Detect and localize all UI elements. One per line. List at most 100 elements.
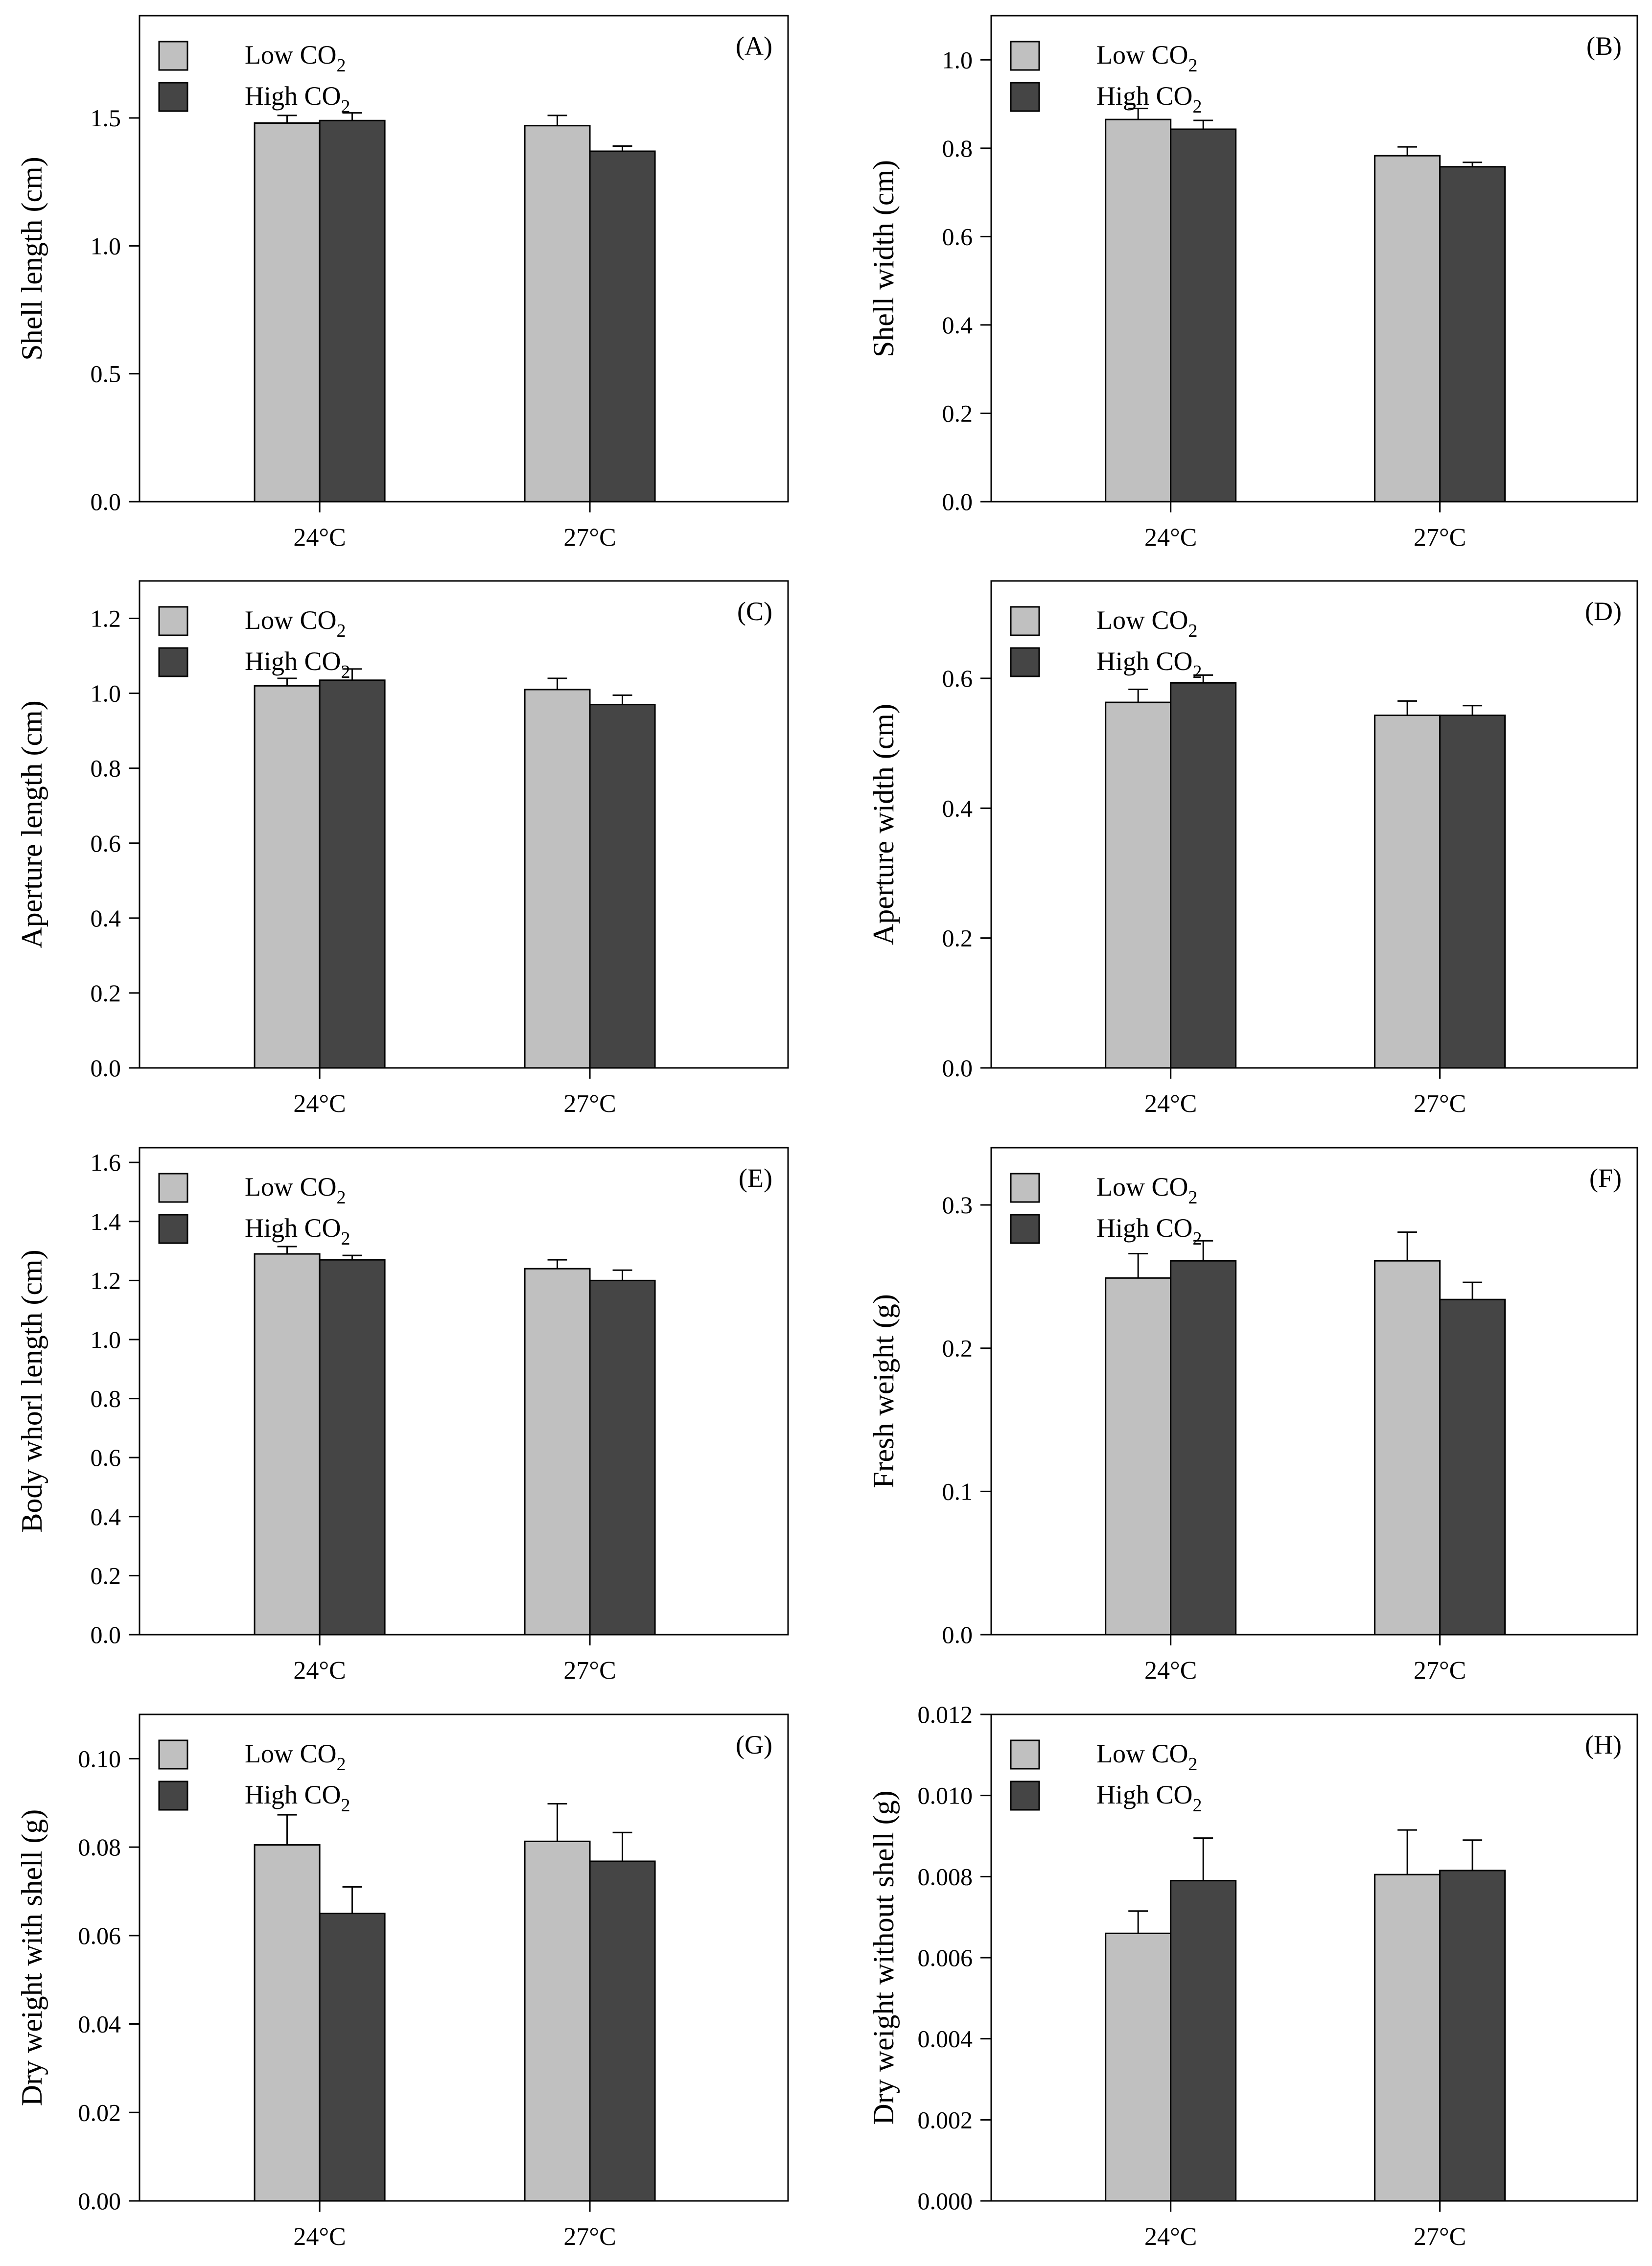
y-tick-label: 0.02 xyxy=(78,2099,121,2126)
x-tick-label: 24°C xyxy=(293,1657,346,1685)
panel-label: (A) xyxy=(736,31,772,61)
y-tick-label: 0.004 xyxy=(918,2025,973,2053)
y-tick-label: 0.2 xyxy=(942,925,973,952)
y-tick-label: 1.0 xyxy=(942,46,973,73)
legend-label-high-co2: High CO2 xyxy=(245,81,350,117)
legend-label-high-co2: High CO2 xyxy=(245,1213,350,1249)
high-co2-bar xyxy=(319,679,386,1069)
high-co2-bar xyxy=(1170,1880,1237,2202)
high-co2-bar xyxy=(1439,1870,1506,2202)
low-co2-bar xyxy=(1374,1873,1441,2202)
panel-h: 0.000 0.002 0.004 0.006 0.008 0.010 0.012 Dry w… xyxy=(867,1701,1638,2251)
plot-frame xyxy=(990,1147,1638,1636)
y-tick-label: 0.04 xyxy=(78,2011,121,2038)
x-tick-label: 27°C xyxy=(563,1090,616,1118)
y-tick-label: 1.5 xyxy=(91,104,121,132)
legend-label-low-co2: Low CO2 xyxy=(1096,605,1198,641)
y-tick-label: 1.0 xyxy=(91,232,121,259)
legend-label-subscript: 2 xyxy=(1193,1795,1202,1816)
low-co2-bar xyxy=(1105,1277,1172,1636)
plot-frame xyxy=(139,1147,789,1636)
x-tick-label: 27°C xyxy=(563,2223,616,2251)
plot-frame xyxy=(139,15,789,503)
panel-d: 0.0 0.2 0.4 0.6 Aperture width (cm) 24°C 27°C (… xyxy=(867,580,1638,1118)
high-co2-bar xyxy=(589,1279,656,1636)
y-tick-label: 0.06 xyxy=(78,1922,121,1949)
y-tick-label: 0.6 xyxy=(91,1444,121,1471)
legend-label-high-co2: High CO2 xyxy=(1096,1213,1202,1249)
y-tick-label: 0.012 xyxy=(918,1701,973,1728)
legend-label-subscript: 2 xyxy=(341,1228,350,1249)
low-co2-bar xyxy=(1105,118,1172,503)
legend-swatch-low-co2 xyxy=(158,606,188,636)
legend-label-text: Low CO xyxy=(245,1739,337,1768)
y-tick-label: 0.0 xyxy=(942,1054,973,1082)
y-tick-label: 0.00 xyxy=(78,2187,121,2215)
low-co2-bar xyxy=(1105,701,1172,1069)
low-co2-bar xyxy=(524,1268,591,1636)
panel-label: (G) xyxy=(736,1730,772,1759)
legend-label-subscript: 2 xyxy=(1193,96,1202,117)
y-tick-label: 0.0 xyxy=(942,488,973,515)
y-tick-label: 0.4 xyxy=(942,794,973,822)
legend-label-text: Low CO xyxy=(1096,40,1188,69)
legend-label-text: High CO xyxy=(1096,1213,1193,1243)
legend-label-low-co2: Low CO2 xyxy=(245,605,346,641)
high-co2-bar xyxy=(1439,715,1506,1069)
legend-label-subscript: 2 xyxy=(1193,662,1202,682)
legend-swatch-low-co2 xyxy=(1010,41,1040,71)
x-tick-label: 27°C xyxy=(1414,1657,1466,1685)
x-tick-label: 27°C xyxy=(563,524,616,552)
panel-a: 0.0 0.5 1.0 1.5 Shell length (cm) 24°C 27°C (A)… xyxy=(16,15,789,552)
legend-label-subscript: 2 xyxy=(1188,1754,1198,1775)
legend-label-subscript: 2 xyxy=(1188,621,1198,641)
high-co2-bar xyxy=(589,704,656,1069)
legend-label-text: High CO xyxy=(1096,81,1193,111)
y-tick-label: 0.0 xyxy=(91,1054,121,1082)
y-tick-label: 1.2 xyxy=(91,605,121,632)
y-tick-label: 0.3 xyxy=(942,1191,973,1219)
legend-label-text: High CO xyxy=(1096,1780,1193,1809)
panel-b: 0.0 0.2 0.4 0.6 0.8 1.0 Shell width (cm) 24°C 27… xyxy=(867,15,1638,552)
plot-frame xyxy=(990,1713,1638,2202)
y-axis-label: Shell width (cm) xyxy=(867,160,900,357)
panel-label: (D) xyxy=(1585,597,1622,626)
y-tick-label: 0.8 xyxy=(91,1385,121,1412)
legend-swatch-low-co2 xyxy=(158,1739,188,1770)
low-co2-bar xyxy=(1374,1260,1441,1636)
legend-label-low-co2: Low CO2 xyxy=(1096,1739,1198,1775)
legend-swatch-low-co2 xyxy=(1010,1739,1040,1770)
legend-swatch-high-co2 xyxy=(1010,1780,1040,1811)
y-tick-label: 0.000 xyxy=(918,2187,973,2215)
x-tick-label: 27°C xyxy=(1414,1090,1466,1118)
y-tick-label: 0.2 xyxy=(942,1335,973,1362)
y-tick-label: 0.0 xyxy=(91,1621,121,1648)
y-tick-label: 0.4 xyxy=(942,311,973,339)
legend-label-text: Low CO xyxy=(1096,605,1188,635)
panel-c: 0.0 0.2 0.4 0.6 0.8 1.0 1.2 Aperture length (cm… xyxy=(16,580,789,1118)
legend-label-low-co2: Low CO2 xyxy=(1096,1172,1198,1208)
plot-frame xyxy=(990,15,1638,503)
panel-label: (C) xyxy=(737,597,772,626)
x-tick-label: 24°C xyxy=(1144,524,1197,552)
legend-label-high-co2: High CO2 xyxy=(1096,647,1202,682)
legend-swatch-high-co2 xyxy=(1010,647,1040,677)
y-tick-label: 0.2 xyxy=(91,979,121,1007)
plot-frame xyxy=(990,580,1638,1069)
low-co2-bar xyxy=(1374,715,1441,1069)
legend-swatch-high-co2 xyxy=(158,647,188,677)
y-axis-label: Shell length (cm) xyxy=(16,157,48,361)
x-tick-label: 24°C xyxy=(1144,1090,1197,1118)
legend-swatch-high-co2 xyxy=(158,1780,188,1811)
low-co2-bar xyxy=(254,685,321,1069)
y-tick-label: 1.0 xyxy=(91,1326,121,1353)
legend-label-subscript: 2 xyxy=(1193,1228,1202,1249)
y-tick-label: 0.010 xyxy=(918,1782,973,1809)
y-axis-label: Body whorl length (cm) xyxy=(16,1249,48,1532)
high-co2-bar xyxy=(319,1913,386,2202)
legend-label-subscript: 2 xyxy=(337,1754,346,1775)
legend-label-subscript: 2 xyxy=(341,1795,350,1816)
x-tick-label: 27°C xyxy=(1414,524,1466,552)
legend-label-subscript: 2 xyxy=(1188,1187,1198,1208)
